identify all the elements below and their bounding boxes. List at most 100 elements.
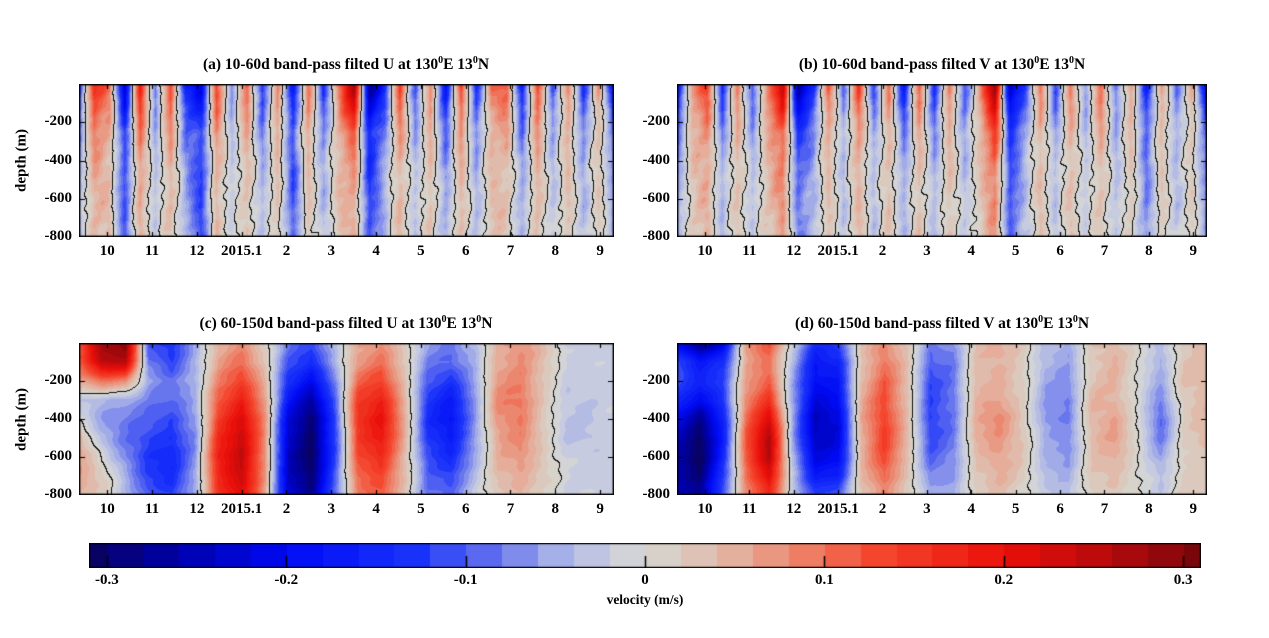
y-tick-label: -200 <box>44 372 73 388</box>
y-tick-label: -600 <box>44 189 73 206</box>
panel-a-title-text: (a) 10-60d band-pass filted U at 130 <box>202 56 439 74</box>
x-tick-label: 9 <box>1189 243 1197 259</box>
x-tick-label: 8 <box>551 501 560 517</box>
degree-superscript: 0 <box>441 314 447 325</box>
y-tick-label: -600 <box>642 448 671 464</box>
panel-c-title-text: N <box>481 315 493 333</box>
x-tick-label: 8 <box>551 243 560 259</box>
panel-b-title: (b) 10-60d band-pass filted V at 1300E 1… <box>642 55 1242 74</box>
x-tick-label: 12 <box>189 501 205 517</box>
panel-b-title-text: N <box>1073 56 1086 74</box>
colorbar-tick-label: 0.1 <box>814 572 834 588</box>
x-tick-label: 5 <box>417 243 425 259</box>
x-tick-label: 2015.1 <box>817 243 859 259</box>
contour-plot-a <box>79 84 614 237</box>
y-tick-label: -800 <box>44 486 73 502</box>
degree-superscript: 0 <box>476 314 482 325</box>
x-tick-label: 5 <box>1011 501 1020 517</box>
panel-b-title-text: (b) 10-60d band-pass filted V at 130 <box>798 56 1035 74</box>
degree-superscript: 0 <box>438 55 444 66</box>
x-tick-label: 9 <box>596 501 604 517</box>
colorbar-tick-label: 0 <box>641 572 649 588</box>
x-tick-label: 11 <box>742 501 757 517</box>
panel-d-title-text: E 13 <box>1043 315 1073 333</box>
x-tick-label: 11 <box>144 243 160 259</box>
x-tick-label: 4 <box>372 243 380 259</box>
x-tick-label: 3 <box>327 243 336 259</box>
y-tick-label: -600 <box>44 448 73 464</box>
y-tick-label: -600 <box>642 189 671 206</box>
x-tick-label: 2015.1 <box>221 243 263 259</box>
y-tick-label: -800 <box>44 228 73 244</box>
x-tick-label: 10 <box>99 501 115 517</box>
degree-superscript: 0 <box>1068 55 1074 66</box>
panel-c-title-text: (c) 60-150d band-pass filted U at 130 <box>199 315 442 333</box>
colorbar-axis-label: velocity (m/s) <box>606 592 684 607</box>
y-tick-label: -400 <box>642 151 671 168</box>
panel-c-title-text: E 13 <box>446 315 477 333</box>
x-tick-label: 7 <box>1100 243 1109 259</box>
x-tick-label: 10 <box>697 501 713 517</box>
contour-plot-c <box>79 343 614 495</box>
panel-a-title-text: N <box>477 56 490 74</box>
x-tick-label: 6 <box>1056 243 1064 259</box>
contour-plot-b <box>677 84 1207 237</box>
x-tick-label: 6 <box>461 501 470 517</box>
x-tick-label: 4 <box>967 243 976 259</box>
x-tick-label: 10 <box>697 243 713 259</box>
x-tick-label: 8 <box>1145 243 1153 259</box>
x-tick-label: 3 <box>923 243 931 259</box>
x-tick-label: 12 <box>786 243 802 259</box>
colorbar-tick-label: -0.3 <box>95 572 119 588</box>
degree-superscript: 0 <box>472 55 478 66</box>
x-tick-label: 5 <box>1011 243 1020 259</box>
y-tick-label: -400 <box>44 410 73 426</box>
colorbar-tick-label: -0.2 <box>274 572 299 588</box>
x-tick-label: 5 <box>417 501 425 517</box>
panel-a-title-text: E 13 <box>443 56 473 74</box>
x-tick-label: 2 <box>282 243 291 259</box>
colorbar-tick-label: -0.1 <box>453 572 478 588</box>
x-tick-label: 11 <box>742 243 757 259</box>
panel-d-title-text: (d) 60-150d band-pass filted V at 130 <box>794 315 1039 333</box>
panel-a-title: (a) 10-60d band-pass filted U at 1300E 1… <box>46 55 646 74</box>
x-tick-label: 6 <box>461 243 470 259</box>
colorbar-tick-label: 0.3 <box>1173 572 1193 588</box>
x-tick-label: 8 <box>1145 501 1153 517</box>
y-tick-label: -400 <box>44 151 73 168</box>
degree-superscript: 0 <box>1072 314 1078 325</box>
x-tick-label: 10 <box>99 243 115 259</box>
y-tick-label: -800 <box>642 486 671 502</box>
degree-superscript: 0 <box>1038 314 1044 325</box>
colorbar <box>89 543 1201 568</box>
x-tick-label: 6 <box>1056 501 1064 517</box>
panel-c-title: (c) 60-150d band-pass filted U at 1300E … <box>46 314 646 333</box>
panel-d-title-text: N <box>1077 315 1090 333</box>
x-tick-label: 7 <box>506 243 515 259</box>
y-tick-label: -800 <box>642 228 671 244</box>
x-tick-label: 2015.1 <box>221 501 263 517</box>
x-tick-label: 7 <box>506 501 515 517</box>
x-tick-label: 9 <box>1189 501 1197 517</box>
y-tick-label: -200 <box>44 113 73 130</box>
colorbar-tick-label: 0.2 <box>994 572 1014 588</box>
panel-b-title-text: E 13 <box>1039 56 1069 74</box>
x-tick-label: 2 <box>878 243 887 259</box>
contour-plot-d <box>677 343 1207 495</box>
x-tick-label: 3 <box>923 501 931 517</box>
y-tick-label: -200 <box>642 372 671 388</box>
x-tick-label: 11 <box>144 501 160 517</box>
panel-d-title: (d) 60-150d band-pass filted V at 1300E … <box>642 314 1242 333</box>
x-tick-label: 2 <box>878 501 887 517</box>
x-tick-label: 2015.1 <box>817 501 859 517</box>
y-tick-label: -200 <box>642 113 671 130</box>
x-tick-label: 4 <box>967 501 976 517</box>
x-tick-label: 2 <box>282 501 291 517</box>
x-tick-label: 3 <box>327 501 336 517</box>
x-tick-label: 9 <box>596 243 604 259</box>
degree-superscript: 0 <box>1034 55 1040 66</box>
x-tick-label: 12 <box>786 501 802 517</box>
y-tick-label: -400 <box>642 410 671 426</box>
x-tick-label: 12 <box>189 243 205 259</box>
